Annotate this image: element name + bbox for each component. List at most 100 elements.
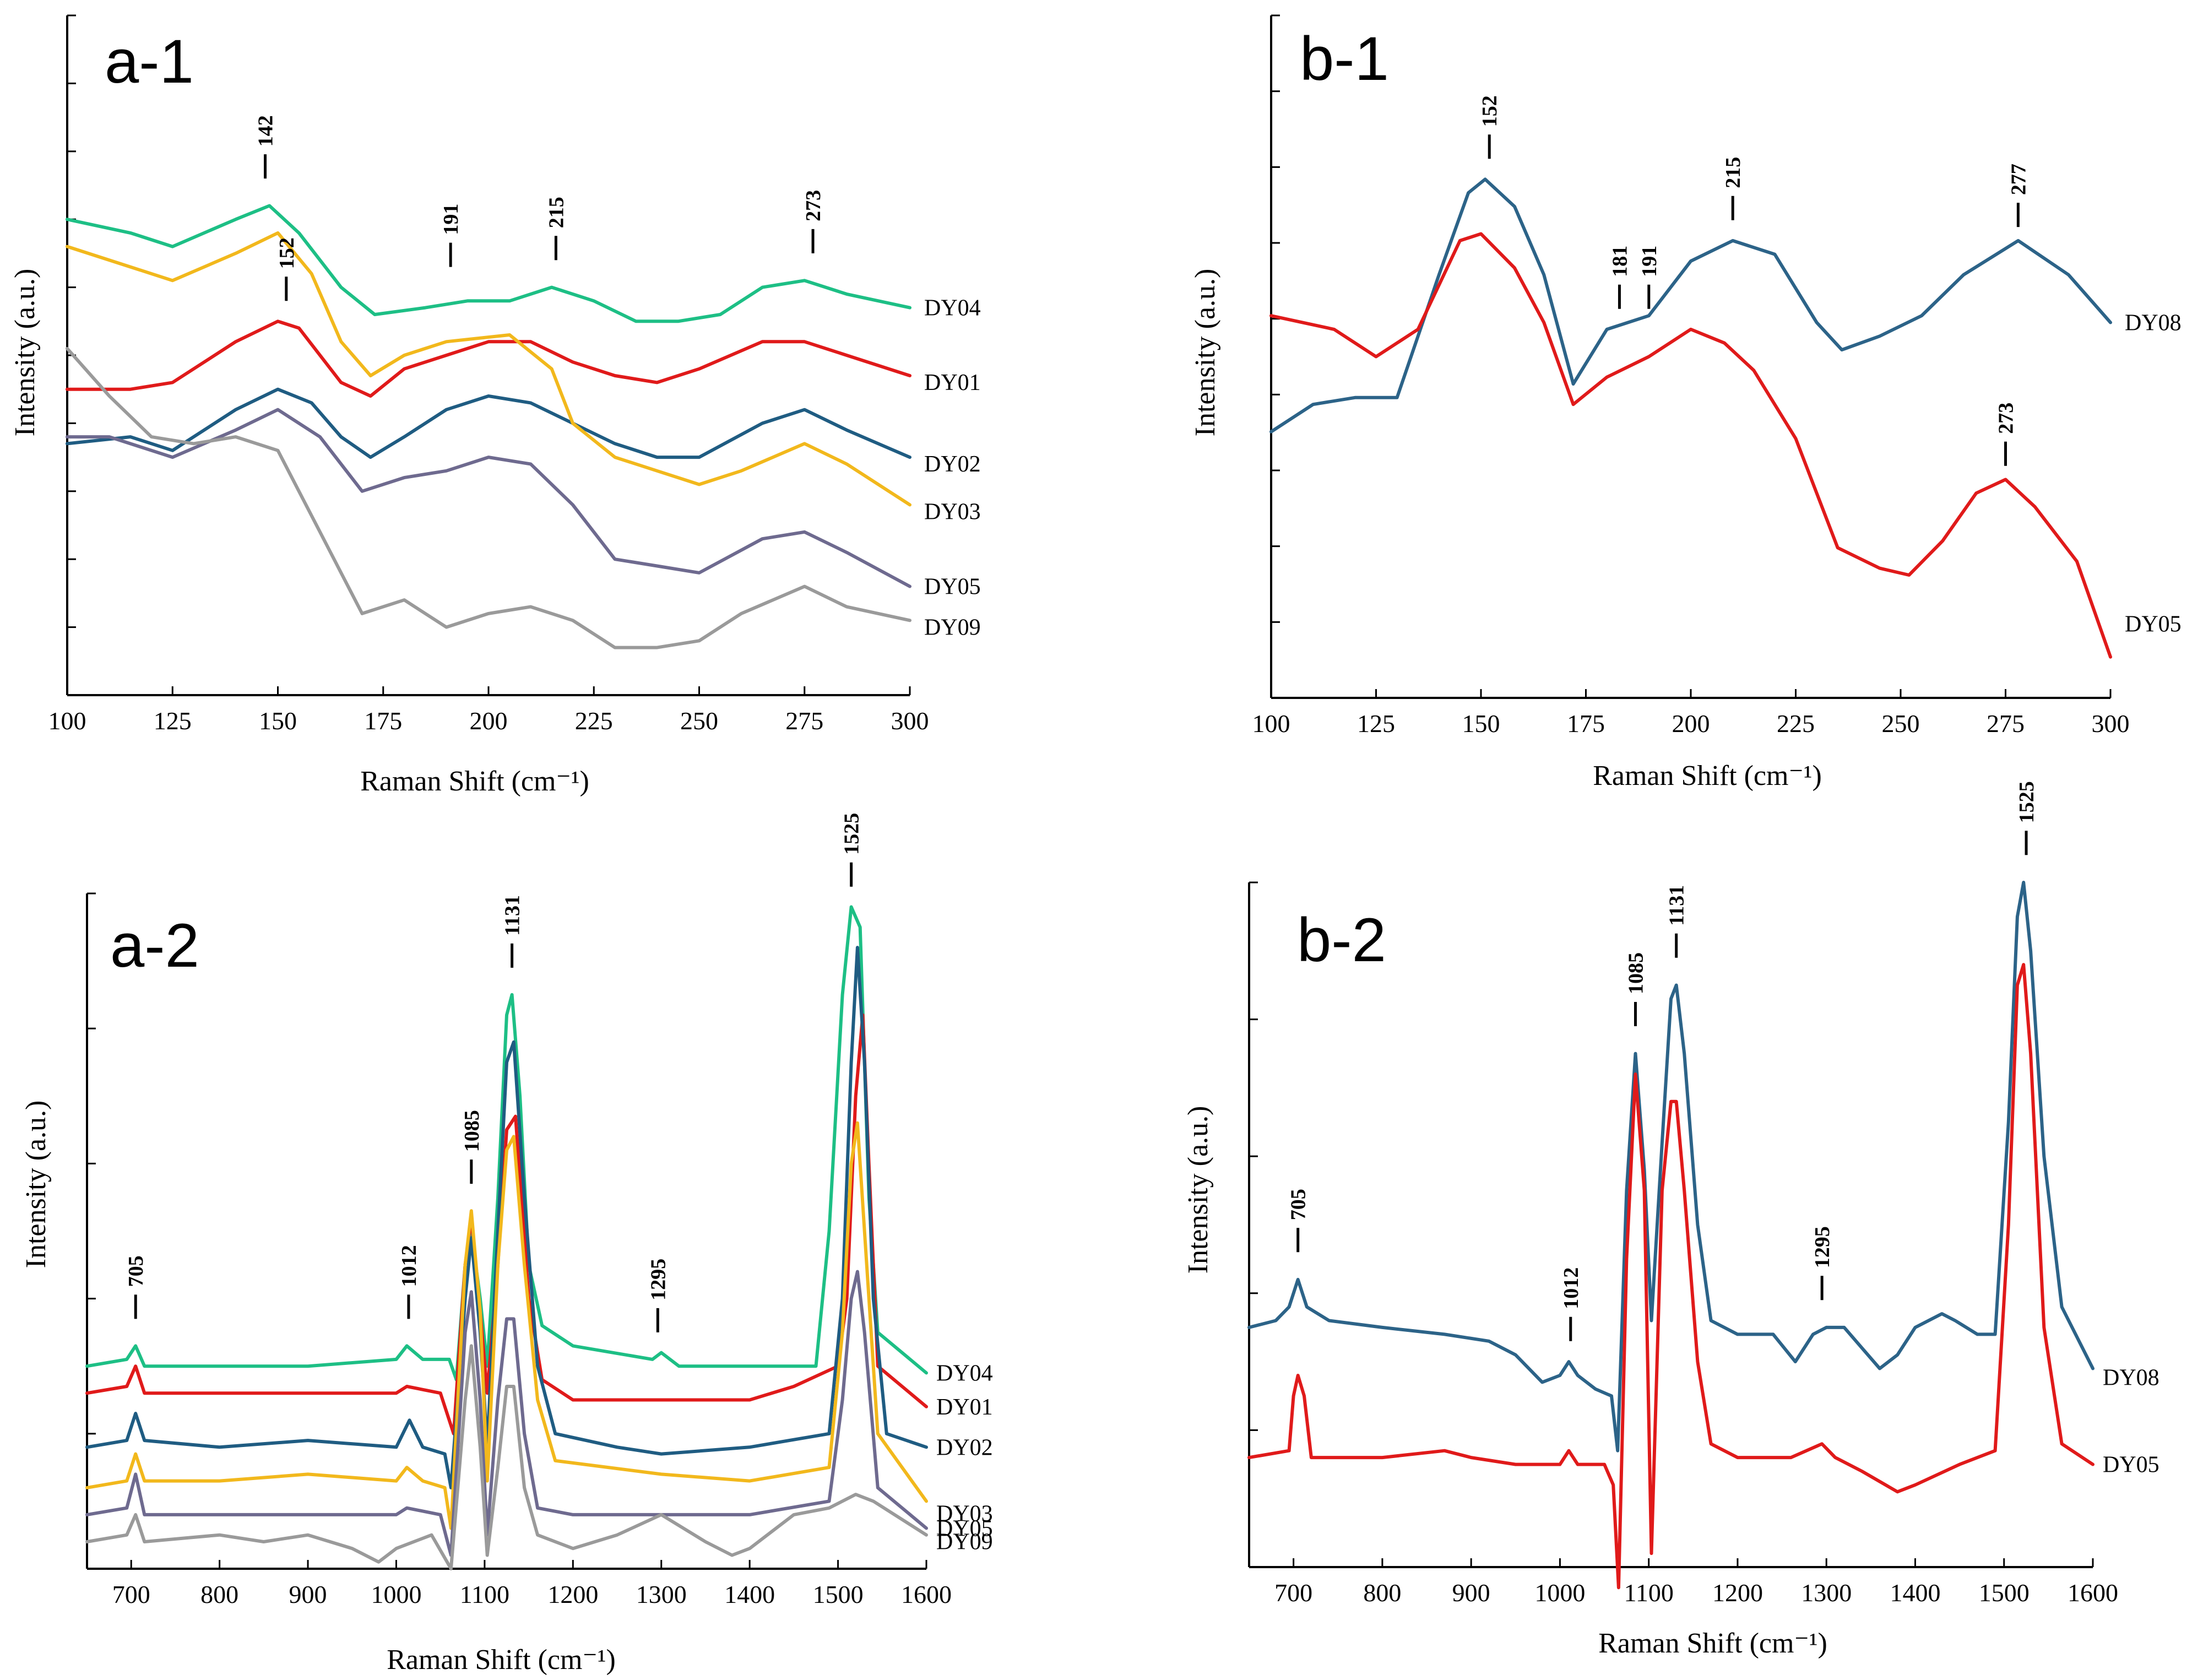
series-label-b2-dy08: DY08 xyxy=(2103,1365,2159,1391)
panel-b1-x-tick-label: 250 xyxy=(1882,709,1920,738)
panel-b2-x-tick-label: 1600 xyxy=(2068,1579,2118,1607)
series-label-a1-dy02: DY02 xyxy=(924,452,981,477)
peak-label-a2-1012: 1012 xyxy=(398,1245,421,1287)
series-label-a2-dy04: DY04 xyxy=(936,1361,993,1386)
panel-b2-x-tick-label: 700 xyxy=(1274,1579,1312,1607)
series-a2-dy02 xyxy=(85,946,928,1489)
series-a1-dy05 xyxy=(66,408,911,588)
panel-a1-xlabel: Raman Shift (cm⁻¹) xyxy=(360,766,589,797)
panel-b2-x-tick-label: 1300 xyxy=(1801,1579,1852,1607)
peak-label-b1-273: 273 xyxy=(1995,403,2018,434)
series-label-a1-dy09: DY09 xyxy=(924,615,981,640)
panel-b2-x-tick-label: 1100 xyxy=(1624,1579,1674,1607)
series-b1-dy08 xyxy=(1269,177,2112,433)
series-b2-dy05 xyxy=(1247,963,2095,1590)
peak-label-a1-215: 215 xyxy=(545,197,568,228)
panel-a1-x-tick-label: 125 xyxy=(154,707,192,735)
panel-b2: b-2 Raman Shift (cm⁻¹) Intensity (a.u.) … xyxy=(1182,781,2159,1659)
panel-a2-x-tick-label: 1300 xyxy=(636,1580,687,1608)
series-label-a2-dy01: DY01 xyxy=(936,1395,993,1420)
series-a2-dy05 xyxy=(85,1270,928,1557)
peak-label-b2-1525: 1525 xyxy=(2015,781,2038,823)
series-b1-dy05 xyxy=(1269,232,2112,659)
series-a1-dy02 xyxy=(66,387,911,459)
series-label-a1-dy04: DY04 xyxy=(924,296,981,321)
panel-a2-x-tick-label: 1200 xyxy=(547,1580,598,1608)
panel-a1-title: a-1 xyxy=(105,27,194,96)
series-label-a2-dy09: DY09 xyxy=(936,1530,993,1555)
panel-a2-x-tick-label: 1000 xyxy=(371,1580,421,1608)
series-a2-dy03 xyxy=(85,1121,928,1530)
series-label-b2-dy05: DY05 xyxy=(2103,1453,2159,1478)
panel-b2-title: b-2 xyxy=(1297,906,1386,974)
panel-a1-x-tick-label: 150 xyxy=(259,707,297,735)
panel-b1: b-1 Raman Shift (cm⁻¹) Intensity (a.u.) … xyxy=(1190,14,2182,792)
series-a1-dy04 xyxy=(66,204,911,323)
peak-label-a1-273: 273 xyxy=(802,190,825,221)
series-b2-dy08 xyxy=(1247,881,2095,1453)
peak-label-b1-152: 152 xyxy=(1478,95,1501,127)
panel-b2-x-tick-label: 1200 xyxy=(1712,1579,1763,1607)
panel-a1: a-1 Raman Shift (cm⁻¹) Intensity (a.u.) … xyxy=(9,14,981,797)
series-a1-dy01 xyxy=(66,319,911,398)
panel-b2-xlabel: Raman Shift (cm⁻¹) xyxy=(1598,1628,1827,1659)
panel-b1-x-tick-label: 300 xyxy=(2092,709,2130,738)
panel-a1-ylabel: Intensity (a.u.) xyxy=(9,269,41,437)
peak-label-b2-1085: 1085 xyxy=(1625,952,1648,994)
series-label-a1-dy05: DY05 xyxy=(924,575,981,600)
panel-a2-x-tick-label: 700 xyxy=(112,1580,150,1608)
peak-label-b1-191: 191 xyxy=(1638,246,1661,277)
series-label-a2-dy03: DY03 xyxy=(936,1501,993,1526)
peak-label-a2-705: 705 xyxy=(124,1255,148,1287)
peak-label-a1-191: 191 xyxy=(439,204,463,235)
peak-label-b2-705: 705 xyxy=(1287,1189,1310,1220)
peak-label-b1-277: 277 xyxy=(2007,164,2030,195)
series-a1-dy09 xyxy=(66,346,911,649)
panel-a2-title: a-2 xyxy=(110,911,199,980)
peak-label-a2-1295: 1295 xyxy=(647,1259,670,1300)
panel-a1-x-tick-label: 100 xyxy=(48,707,86,735)
peak-label-b2-1131: 1131 xyxy=(1665,885,1689,926)
panel-a2-xlabel: Raman Shift (cm⁻¹) xyxy=(387,1644,616,1676)
peak-label-b1-181: 181 xyxy=(1609,246,1632,277)
panel-a2: a-2 Raman Shift (cm⁻¹) Intensity (a.u.) … xyxy=(20,813,993,1676)
panel-a2-x-tick-label: 900 xyxy=(289,1580,327,1608)
peak-label-a2-1525: 1525 xyxy=(840,813,864,855)
panel-b1-x-tick-label: 175 xyxy=(1567,709,1605,738)
panel-b1-ylabel: Intensity (a.u.) xyxy=(1190,269,1221,437)
series-a1-dy03 xyxy=(66,231,911,507)
panel-b1-x-tick-label: 200 xyxy=(1672,709,1710,738)
panel-b1-x-tick-label: 125 xyxy=(1357,709,1395,738)
peak-label-a1-142: 142 xyxy=(254,115,278,147)
series-label-a2-dy02: DY02 xyxy=(936,1435,993,1460)
series-a2-dy04 xyxy=(85,905,928,1381)
panel-b2-x-tick-label: 1000 xyxy=(1534,1579,1585,1607)
panel-a1-x-tick-label: 200 xyxy=(470,707,508,735)
series-label-a1-dy01: DY01 xyxy=(924,370,981,395)
panel-b2-x-tick-label: 800 xyxy=(1363,1579,1401,1607)
series-label-b1-dy05: DY05 xyxy=(2125,612,2182,637)
panel-a1-x-tick-label: 175 xyxy=(364,707,402,735)
panel-b1-x-tick-label: 150 xyxy=(1462,709,1500,738)
panel-a2-x-tick-label: 1100 xyxy=(460,1580,509,1608)
panel-a2-x-tick-label: 800 xyxy=(200,1580,238,1608)
peak-label-a2-1085: 1085 xyxy=(460,1110,484,1152)
panel-a2-x-tick-label: 1600 xyxy=(901,1580,952,1608)
peak-label-a2-1131: 1131 xyxy=(501,895,524,936)
peak-label-b2-1012: 1012 xyxy=(1560,1267,1583,1309)
panel-b1-x-tick-label: 275 xyxy=(1987,709,2025,738)
panel-b1-x-tick-label: 225 xyxy=(1777,709,1815,738)
panel-a2-x-tick-label: 1400 xyxy=(724,1580,775,1608)
panel-a1-x-tick-label: 225 xyxy=(575,707,613,735)
panel-a2-ylabel: Intensity (a.u.) xyxy=(20,1101,52,1269)
panel-a1-x-tick-label: 250 xyxy=(680,707,718,735)
series-label-a2-dy05: DY05 xyxy=(936,1516,993,1541)
peak-label-b2-1295: 1295 xyxy=(1811,1226,1834,1268)
panel-a2-x-tick-label: 1500 xyxy=(813,1580,864,1608)
panel-b2-x-tick-label: 1400 xyxy=(1890,1579,1940,1607)
panel-a1-x-tick-label: 275 xyxy=(785,707,823,735)
panel-b1-x-tick-label: 100 xyxy=(1252,709,1290,738)
series-label-a1-dy03: DY03 xyxy=(924,499,981,524)
peak-label-a1-152: 152 xyxy=(275,237,299,269)
